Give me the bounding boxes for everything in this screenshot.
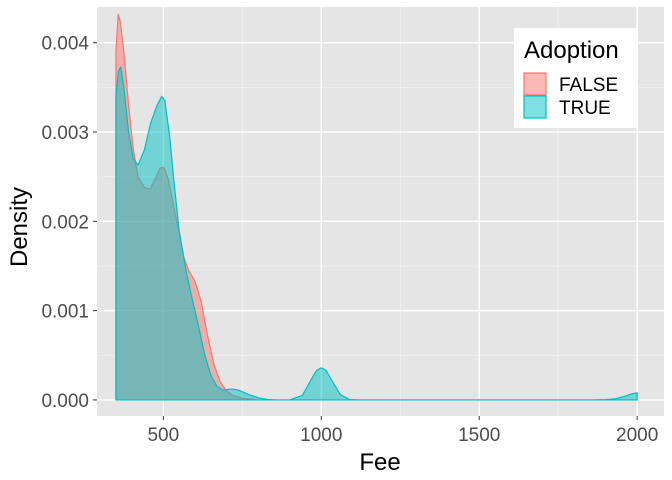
legend-title: Adoption <box>524 37 619 64</box>
legend-label-false: FALSE <box>559 75 618 96</box>
y-tick-label: 0.000 <box>41 391 89 412</box>
density-areas <box>115 13 638 401</box>
y-axis-title: Density <box>6 187 33 267</box>
x-tick-label: 2000 <box>616 425 658 446</box>
y-tick-label: 0.004 <box>41 34 89 55</box>
legend-key-false <box>523 72 547 96</box>
legend-label-true: TRUE <box>559 98 611 119</box>
x-axis-title: Fee <box>359 449 400 476</box>
x-tick-label: 500 <box>147 425 179 446</box>
y-tick-label: 0.003 <box>41 123 89 144</box>
axes: 500 1000 1500 2000 0.000 0.001 0.002 0.003 0.004 <box>41 34 658 446</box>
y-tick-label: 0.001 <box>41 302 89 323</box>
legend-key-true <box>523 95 547 119</box>
y-tick-label: 0.002 <box>41 212 89 233</box>
x-tick-label: 1500 <box>458 425 500 446</box>
x-tick-label: 1000 <box>300 425 342 446</box>
density-area-true <box>115 66 638 401</box>
